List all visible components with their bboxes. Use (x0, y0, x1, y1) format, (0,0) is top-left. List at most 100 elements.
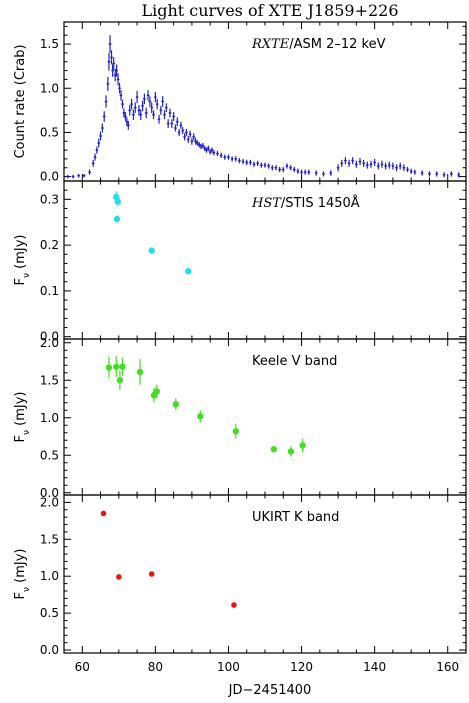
panel-label: Keele V band (252, 354, 337, 369)
data-point (185, 268, 192, 275)
y-axis-label: Fν (mJy) (13, 392, 32, 443)
data-point (142, 97, 146, 101)
data-point (237, 159, 242, 163)
data-point (373, 160, 377, 165)
data-point (231, 602, 237, 608)
panel-2: 0.0 0.1 0.2 0.3 Fν (mJy) HST/STIS 1450Å (13, 180, 467, 344)
data-point (137, 108, 141, 112)
data-point (303, 170, 307, 174)
data-point (173, 126, 178, 130)
data-point (241, 159, 245, 164)
y-tick-label: 0.0 (40, 486, 59, 500)
data-point (97, 141, 101, 145)
data-point (248, 160, 252, 165)
data-point (172, 114, 176, 119)
data-point (274, 166, 278, 170)
y-tick-label: 2.0 (40, 336, 59, 350)
data-point (155, 102, 159, 106)
data-point (215, 152, 220, 156)
figure-title: Light curves of XTE J1859+226 (141, 1, 398, 20)
data-point (197, 413, 204, 420)
data-point (398, 164, 402, 168)
data-point (116, 377, 124, 384)
data-point (117, 86, 122, 90)
data-point (287, 448, 295, 455)
data-point (77, 174, 81, 178)
x-tick-label: 120 (290, 660, 313, 674)
data-point (113, 363, 120, 370)
data-point (340, 161, 344, 165)
y-tick-label: 0.0 (40, 330, 59, 344)
data-point (409, 169, 413, 173)
data-point (172, 401, 180, 408)
data-point (71, 174, 75, 179)
y-tick-label: 1.0 (40, 81, 59, 95)
data-point (203, 146, 207, 150)
data-point (186, 137, 190, 142)
data-point (166, 121, 170, 126)
data-point (139, 113, 143, 117)
data-point (190, 139, 194, 143)
data-point (146, 93, 150, 97)
data-point (192, 135, 196, 139)
data-point (314, 171, 318, 175)
data-point (442, 173, 446, 177)
y-tick-label: 0.5 (40, 448, 59, 462)
data-point (133, 106, 137, 110)
data-point (95, 148, 99, 152)
panel-label: UKIRT K band (252, 510, 339, 525)
data-point (144, 111, 148, 115)
data-point (321, 172, 326, 176)
y-tick-label: 2.0 (40, 495, 59, 509)
data-point (98, 134, 103, 138)
data-point (208, 150, 212, 154)
data-point (93, 155, 97, 159)
data-point (148, 571, 155, 577)
data-point (219, 153, 223, 157)
data-point (387, 163, 391, 167)
data-point (307, 170, 311, 174)
data-point (358, 159, 362, 164)
data-point (177, 130, 181, 135)
data-point (188, 132, 192, 136)
y-tick-label: 0.5 (40, 125, 59, 139)
data-point (245, 160, 249, 165)
data-point (270, 166, 274, 170)
data-point (347, 161, 351, 165)
y-tick-label: 1.0 (40, 569, 59, 583)
data-point (420, 171, 424, 175)
data-point (288, 166, 293, 170)
data-point (153, 95, 157, 99)
data-point (376, 164, 380, 168)
data-point (151, 113, 156, 117)
data-point (206, 146, 210, 150)
data-point (234, 157, 238, 161)
data-point (105, 364, 113, 371)
data-point (343, 159, 347, 163)
data-point (351, 159, 355, 163)
data-point (153, 388, 161, 395)
y-tick-label: 0.3 (40, 192, 59, 206)
data-point (108, 42, 112, 46)
data-point (87, 170, 92, 174)
data-point (130, 102, 134, 106)
y-tick-label: 1.5 (40, 37, 59, 51)
data-point (106, 82, 110, 86)
data-point (278, 167, 282, 172)
panel-label: HST/STIS 1450Å (251, 195, 360, 211)
data-point (131, 113, 136, 117)
data-point (457, 173, 461, 177)
data-point (116, 574, 122, 580)
data-point (136, 368, 144, 376)
data-point (116, 77, 120, 82)
data-point (128, 108, 132, 112)
data-point (159, 108, 163, 112)
data-point (100, 126, 104, 130)
data-point (402, 166, 406, 170)
data-point (181, 129, 185, 133)
data-point (91, 161, 95, 165)
data-point (384, 164, 388, 168)
data-point (263, 163, 267, 167)
x-tick-label: 60 (75, 660, 90, 674)
